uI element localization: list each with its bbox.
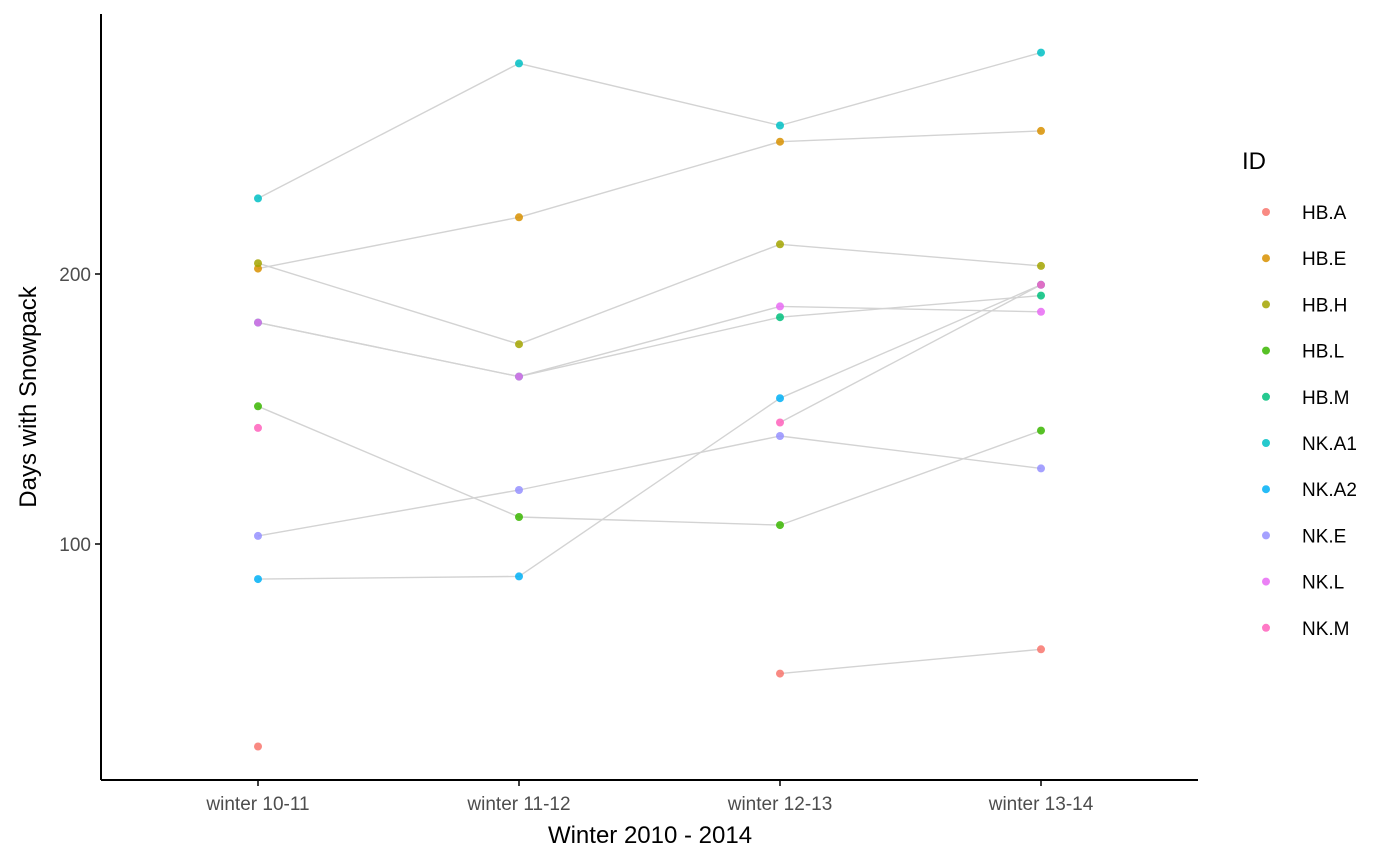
data-point-nk-a1 bbox=[1037, 48, 1045, 57]
connector-line-nk-l bbox=[518, 305, 781, 378]
legend-label: NK.A2 bbox=[1302, 480, 1357, 501]
connector-line-nk-a1 bbox=[518, 62, 781, 127]
legend-label: HB.L bbox=[1302, 342, 1344, 363]
legend-key bbox=[1262, 623, 1270, 632]
connector-line-nk-a1 bbox=[257, 62, 520, 200]
data-point-nk-m bbox=[1037, 280, 1045, 289]
connector-line-hb-l bbox=[779, 429, 1042, 526]
data-point-nk-e bbox=[776, 432, 784, 440]
x-tick-label: winter 13-14 bbox=[988, 794, 1094, 815]
data-point-hb-e bbox=[776, 137, 784, 146]
connector-lines bbox=[257, 51, 1042, 675]
data-point-nk-a2 bbox=[515, 572, 523, 581]
connector-line-hb-a bbox=[779, 648, 1042, 675]
data-point-hb-h bbox=[254, 259, 262, 268]
legend-label: HB.E bbox=[1302, 249, 1346, 270]
connector-line-hb-e bbox=[779, 130, 1042, 143]
data-point-hb-h bbox=[1037, 261, 1045, 270]
connector-line-nk-a2 bbox=[518, 397, 781, 577]
y-tick-label: 200 bbox=[59, 265, 91, 286]
legend-key bbox=[1262, 346, 1270, 355]
legend-label: NK.E bbox=[1302, 526, 1346, 547]
data-point-nk-e bbox=[1037, 464, 1045, 473]
legend-key bbox=[1262, 392, 1270, 401]
data-point-nk-a2 bbox=[776, 394, 784, 403]
connector-line-hb-h bbox=[779, 243, 1042, 267]
legend-key bbox=[1262, 577, 1270, 586]
connector-line-hb-m bbox=[779, 294, 1042, 318]
x-tick-label: winter 10-11 bbox=[205, 794, 309, 815]
data-point-nk-l bbox=[515, 372, 523, 381]
data-point-nk-m bbox=[254, 423, 262, 432]
legend-key bbox=[1262, 300, 1270, 309]
data-point-nk-a2 bbox=[254, 575, 262, 584]
x-tick-label: winter 12-13 bbox=[727, 794, 833, 815]
legend-key bbox=[1262, 254, 1270, 263]
legend-key bbox=[1262, 531, 1270, 540]
data-point-nk-e bbox=[254, 531, 262, 540]
connector-line-nk-e bbox=[779, 435, 1042, 470]
data-point-nk-a1 bbox=[515, 59, 523, 68]
connector-line-nk-e bbox=[518, 435, 781, 491]
data-point-nk-l bbox=[254, 318, 262, 327]
connector-line-nk-e bbox=[257, 489, 520, 537]
data-point-hb-m bbox=[1037, 291, 1045, 300]
data-point-nk-a1 bbox=[776, 121, 784, 130]
data-point-hb-l bbox=[515, 513, 523, 521]
connector-line-nk-a2 bbox=[257, 575, 520, 580]
data-point-hb-a bbox=[1037, 645, 1045, 654]
data-point-hb-e bbox=[1037, 126, 1045, 135]
connector-line-nk-m bbox=[779, 284, 1042, 424]
x-axis-ticks: winter 10-11 winter 11-12 winter 12-13 wint… bbox=[205, 780, 1094, 815]
y-axis-ticks: 100 200 bbox=[59, 265, 101, 556]
connector-line-hb-e bbox=[518, 141, 781, 218]
data-point-nk-e bbox=[515, 486, 523, 494]
data-point-hb-a bbox=[254, 742, 262, 751]
data-point-nk-a1 bbox=[254, 194, 262, 203]
legend-label: NK.L bbox=[1302, 573, 1344, 594]
data-point-hb-e bbox=[515, 213, 523, 222]
legend-label: HB.A bbox=[1302, 203, 1347, 224]
data-point-hb-l bbox=[254, 402, 262, 411]
x-axis-title: Winter 2010 - 2014 bbox=[548, 822, 752, 849]
connector-line-hb-h bbox=[518, 243, 781, 345]
y-tick-label: 100 bbox=[59, 535, 91, 556]
x-tick-label: winter 11-12 bbox=[466, 794, 570, 815]
legend-label: NK.A1 bbox=[1302, 434, 1357, 455]
legend-label: HB.M bbox=[1302, 388, 1350, 409]
connector-line-hb-h bbox=[257, 262, 520, 345]
data-points bbox=[254, 48, 1045, 751]
data-point-nk-l bbox=[1037, 307, 1045, 316]
data-point-nk-l bbox=[776, 302, 784, 311]
legend-title: ID bbox=[1242, 148, 1266, 175]
data-point-hb-m bbox=[776, 313, 784, 322]
legend-key bbox=[1262, 208, 1270, 216]
legend: ID HB.A HB.E HB.H HB.L HB.M NK.A1 NK.A2 NK.E NK.… bbox=[1242, 148, 1357, 640]
connector-line-hb-l bbox=[518, 516, 781, 526]
connector-line-nk-a2 bbox=[779, 284, 1042, 399]
legend-key bbox=[1262, 439, 1270, 447]
connector-line-hb-l bbox=[257, 405, 520, 518]
legend-label: NK.M bbox=[1302, 619, 1350, 640]
data-point-hb-l bbox=[1037, 426, 1045, 435]
connector-line-nk-a1 bbox=[779, 51, 1042, 127]
connector-line-hb-e bbox=[257, 216, 520, 270]
connector-line-nk-l bbox=[779, 305, 1042, 313]
connector-line-hb-m bbox=[518, 316, 781, 378]
legend-key bbox=[1262, 485, 1270, 494]
data-point-hb-h bbox=[776, 240, 784, 249]
data-point-hb-h bbox=[515, 340, 523, 349]
connector-line-nk-l bbox=[257, 321, 520, 378]
data-point-hb-l bbox=[776, 521, 784, 530]
y-axis-title: Days with Snowpack bbox=[15, 285, 42, 507]
legend-label: HB.H bbox=[1302, 295, 1347, 316]
data-point-nk-m bbox=[776, 418, 784, 427]
data-point-hb-a bbox=[776, 669, 784, 678]
